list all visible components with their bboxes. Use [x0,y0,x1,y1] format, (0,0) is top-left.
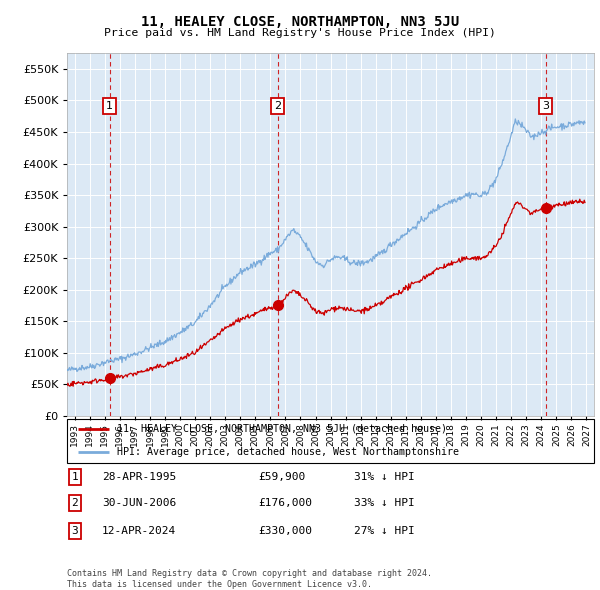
Text: £330,000: £330,000 [258,526,312,536]
Text: Contains HM Land Registry data © Crown copyright and database right 2024.
This d: Contains HM Land Registry data © Crown c… [67,569,432,589]
Text: 11, HEALEY CLOSE, NORTHAMPTON, NN3 5JU (detached house): 11, HEALEY CLOSE, NORTHAMPTON, NN3 5JU (… [117,424,447,434]
Text: 30-JUN-2006: 30-JUN-2006 [102,498,176,507]
Text: 1: 1 [106,101,113,111]
Text: Price paid vs. HM Land Registry's House Price Index (HPI): Price paid vs. HM Land Registry's House … [104,28,496,38]
Text: £176,000: £176,000 [258,498,312,507]
Text: 28-APR-1995: 28-APR-1995 [102,472,176,481]
Text: 31% ↓ HPI: 31% ↓ HPI [354,472,415,481]
Text: 3: 3 [542,101,549,111]
Text: 33% ↓ HPI: 33% ↓ HPI [354,498,415,507]
Text: £59,900: £59,900 [258,472,305,481]
Text: 11, HEALEY CLOSE, NORTHAMPTON, NN3 5JU: 11, HEALEY CLOSE, NORTHAMPTON, NN3 5JU [141,15,459,29]
Text: 1: 1 [71,472,79,481]
Text: HPI: Average price, detached house, West Northamptonshire: HPI: Average price, detached house, West… [117,447,459,457]
Text: 3: 3 [71,526,79,536]
Text: 2: 2 [274,101,281,111]
Text: 27% ↓ HPI: 27% ↓ HPI [354,526,415,536]
Text: 12-APR-2024: 12-APR-2024 [102,526,176,536]
Text: 2: 2 [71,498,79,507]
